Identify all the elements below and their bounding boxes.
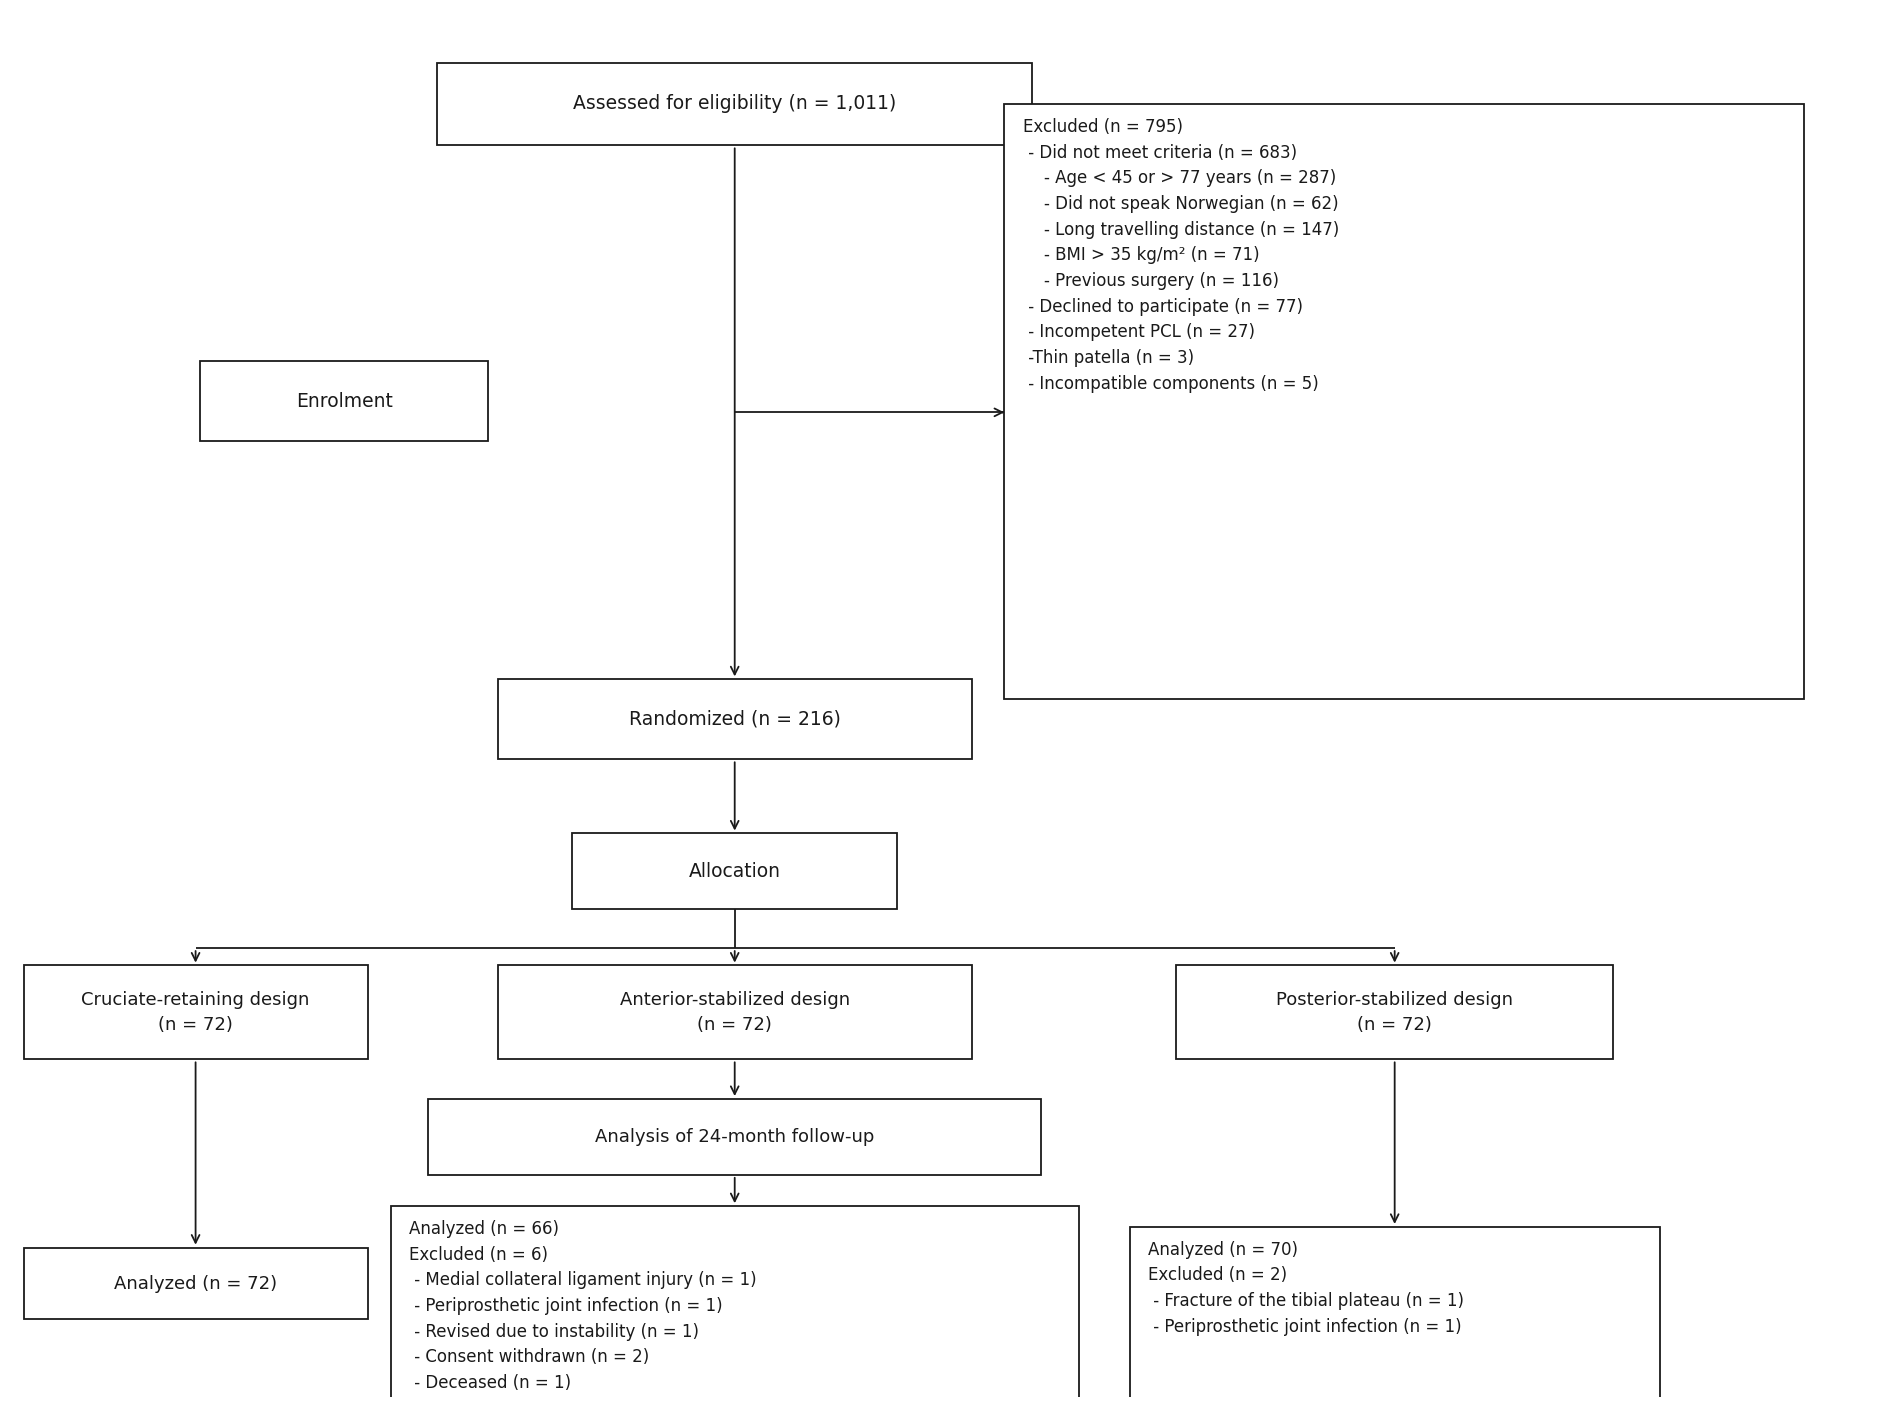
Bar (23, 965, 368, 1060)
Text: Analyzed (n = 70)
Excluded (n = 2)
 - Fracture of the tibial plateau (n = 1)
 - : Analyzed (n = 70) Excluded (n = 2) - Fra… (1148, 1240, 1464, 1336)
Text: Posterior-stabilized design
(n = 72): Posterior-stabilized design (n = 72) (1277, 991, 1514, 1034)
Bar (497, 965, 971, 1060)
Bar (1131, 1226, 1660, 1407)
Text: Anterior-stabilized design
(n = 72): Anterior-stabilized design (n = 72) (620, 991, 850, 1034)
Text: Excluded (n = 795)
 - Did not meet criteria (n = 683)
    - Age < 45 or > 77 yea: Excluded (n = 795) - Did not meet criter… (1022, 119, 1339, 392)
Bar (438, 62, 1032, 145)
Text: Randomized (n = 216): Randomized (n = 216) (628, 710, 840, 729)
Text: Analysis of 24-month follow-up: Analysis of 24-month follow-up (596, 1127, 875, 1146)
Bar (1176, 965, 1612, 1060)
Bar (391, 1206, 1079, 1411)
Bar (573, 834, 897, 910)
Bar (23, 1247, 368, 1319)
Bar (497, 679, 971, 759)
Text: Assessed for eligibility (n = 1,011): Assessed for eligibility (n = 1,011) (573, 95, 897, 113)
Text: Analyzed (n = 66)
Excluded (n = 6)
 - Medial collateral ligament injury (n = 1)
: Analyzed (n = 66) Excluded (n = 6) - Med… (410, 1221, 757, 1393)
Bar (201, 361, 488, 442)
Text: Cruciate-retaining design
(n = 72): Cruciate-retaining design (n = 72) (82, 991, 309, 1034)
Text: Enrolment: Enrolment (296, 392, 393, 411)
Bar (429, 1099, 1041, 1175)
Bar (1004, 104, 1804, 698)
Text: Allocation: Allocation (689, 862, 782, 880)
Text: Analyzed (n = 72): Analyzed (n = 72) (114, 1274, 277, 1292)
